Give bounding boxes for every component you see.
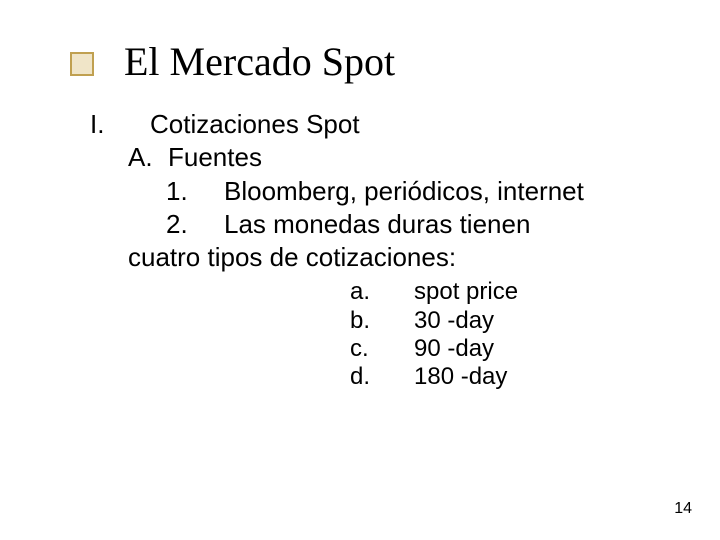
sub-text: 180 -day [414,363,507,390]
level3-continuation-text: cuatro tipos de cotizaciones: [128,242,456,272]
sub-item: d.180 -day [350,363,690,391]
sub-marker: c. [350,335,414,363]
level3-marker: 2. [166,208,224,241]
sub-item: c.90 -day [350,335,690,363]
outline-level3-item: 1.Bloomberg, periódicos, internet [166,175,690,208]
outline-level3-item: 2.Las monedas duras tienen [166,208,690,241]
page-number: 14 [674,500,692,518]
slide-container: El Mercado Spot I.Cotizaciones Spot A.Fu… [0,0,720,540]
outline-content: I.Cotizaciones Spot A.Fuentes 1.Bloomber… [90,108,690,392]
title-bullet-icon [70,52,94,76]
outline-level1: I.Cotizaciones Spot [90,108,690,141]
sub-text: spot price [414,278,518,305]
outline-level3-continuation: cuatro tipos de cotizaciones: [128,241,690,274]
level2-text: Fuentes [168,142,262,172]
sub-marker: d. [350,363,414,391]
level1-marker: I. [90,108,150,141]
sub-list: a.spot price b.30 -day c.90 -day d.180 -… [350,278,690,391]
sub-item: a.spot price [350,278,690,306]
sub-text: 90 -day [414,335,494,362]
sub-marker: a. [350,278,414,306]
level1-text: Cotizaciones Spot [150,109,360,139]
level3-text: Bloomberg, periódicos, internet [224,176,584,206]
level2-marker: A. [128,141,168,174]
sub-item: b.30 -day [350,307,690,335]
level3-marker: 1. [166,175,224,208]
sub-text: 30 -day [414,307,494,334]
slide-title: El Mercado Spot [124,40,690,84]
outline-level2: A.Fuentes [128,141,690,174]
sub-marker: b. [350,307,414,335]
level3-text: Las monedas duras tienen [224,209,530,239]
title-row: El Mercado Spot [40,40,690,84]
